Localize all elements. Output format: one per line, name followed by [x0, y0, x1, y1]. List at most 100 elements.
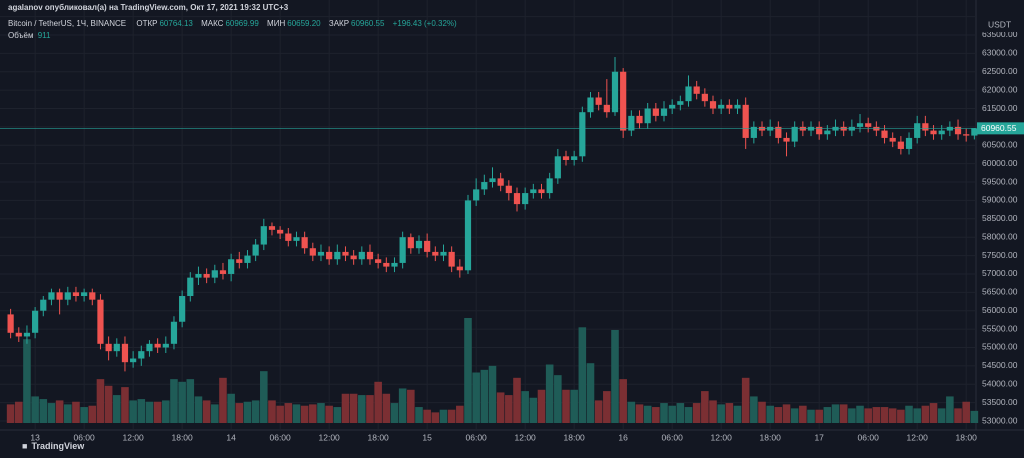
volume-bar — [145, 401, 154, 423]
change: +196.43 (+0.32%) — [392, 19, 457, 28]
volume-bar — [946, 396, 954, 423]
candle-body — [342, 251, 349, 256]
volume-bar — [6, 404, 15, 423]
x-tick-label: 17 — [814, 432, 824, 442]
last-price-box — [977, 122, 1024, 135]
volume-bar — [162, 400, 170, 423]
volume-bar — [774, 407, 783, 423]
candle-body — [72, 292, 80, 297]
candle-body — [856, 123, 864, 127]
candle-body — [914, 123, 921, 138]
candle-body — [40, 299, 47, 311]
candle-body — [775, 126, 782, 138]
candle-body — [366, 251, 374, 260]
x-tick-label: 06:00 — [269, 432, 291, 442]
volume-bar — [423, 409, 431, 423]
volume-bar — [668, 405, 676, 423]
volume-label: Объём — [8, 31, 34, 40]
volume-bar — [129, 400, 137, 423]
candle-body — [930, 130, 937, 135]
ohlc-label: ЗАКР — [328, 19, 350, 28]
y-tick-label: 63500.00 — [982, 29, 1018, 39]
candle-body — [807, 126, 815, 131]
brand-text: TradingView — [31, 441, 85, 451]
volume-bar — [856, 405, 864, 423]
volume-bar — [676, 403, 685, 423]
volume-bar — [627, 401, 636, 423]
volume-bar — [750, 396, 758, 423]
volume-bar — [186, 379, 195, 423]
volume-bar — [439, 409, 448, 423]
volume-bar — [586, 363, 595, 423]
volume-bar — [325, 405, 333, 423]
candle-body — [219, 270, 227, 274]
volume-bar — [880, 407, 889, 423]
candle-body — [358, 251, 365, 260]
candle-body — [113, 343, 120, 352]
volume-bar — [529, 397, 538, 423]
volume-bar — [88, 405, 97, 423]
candle-body — [652, 108, 659, 116]
candle-body — [138, 351, 145, 359]
candle-body — [350, 255, 357, 260]
volume-bar — [39, 399, 48, 423]
volume-bar — [831, 404, 840, 423]
candle-body — [767, 126, 774, 131]
y-tick-label: 59500.00 — [982, 176, 1018, 186]
candle-body — [228, 259, 235, 274]
last-price-label: 60960.55 — [981, 123, 1017, 133]
x-tick-label: 18:00 — [171, 432, 193, 442]
candle-body — [693, 86, 700, 94]
candle-body — [277, 229, 284, 234]
volume-bar — [317, 403, 325, 423]
candle-body — [620, 71, 627, 131]
candle-body — [293, 237, 300, 241]
currency-label: USDT — [988, 19, 1011, 29]
ohlc-value: 60969.99 — [225, 19, 259, 28]
candle-body — [832, 126, 839, 131]
volume-bar — [480, 369, 489, 423]
candle-body — [252, 244, 259, 256]
volume-bar — [733, 405, 742, 423]
volume-bar — [782, 404, 791, 423]
volume-bar — [643, 405, 652, 423]
candle-body — [203, 273, 210, 278]
candle-body — [32, 310, 39, 333]
volume-bar — [496, 392, 505, 423]
y-tick-label: 61500.00 — [982, 103, 1018, 113]
candle-body — [187, 277, 194, 297]
y-tick-label: 58500.00 — [982, 213, 1018, 223]
volume-bar — [292, 404, 301, 423]
candle-body — [595, 97, 602, 105]
volume-bar — [300, 405, 309, 423]
y-tick-label: 53000.00 — [982, 415, 1018, 425]
ohlc-value: 60764.13 — [159, 19, 193, 28]
volume-bar — [235, 403, 244, 423]
x-tick-label: 12:00 — [907, 432, 929, 442]
candle-body — [848, 126, 855, 131]
volume-bar — [341, 393, 350, 423]
candle-body — [64, 292, 71, 300]
candle-body — [285, 233, 292, 241]
candle-body — [938, 130, 945, 135]
volume-bar — [578, 327, 587, 423]
candle-body — [538, 189, 545, 194]
volume-bar — [23, 339, 31, 423]
volume-bar — [823, 407, 832, 423]
candle-body — [375, 259, 382, 263]
candle-body — [644, 108, 651, 124]
volume-bar — [349, 393, 358, 423]
volume-bar — [96, 379, 105, 423]
x-tick-label: 06:00 — [466, 432, 488, 442]
volume-value: 911 — [37, 31, 51, 40]
volume-bar — [121, 387, 129, 423]
y-tick-label: 55500.00 — [982, 323, 1018, 333]
candle-body — [709, 101, 717, 109]
candle-body — [726, 104, 733, 109]
volume-bar — [447, 409, 456, 423]
volume-bar — [219, 377, 227, 423]
volume-bar — [456, 405, 464, 423]
candle-body — [301, 237, 308, 249]
candle-body — [816, 126, 823, 135]
